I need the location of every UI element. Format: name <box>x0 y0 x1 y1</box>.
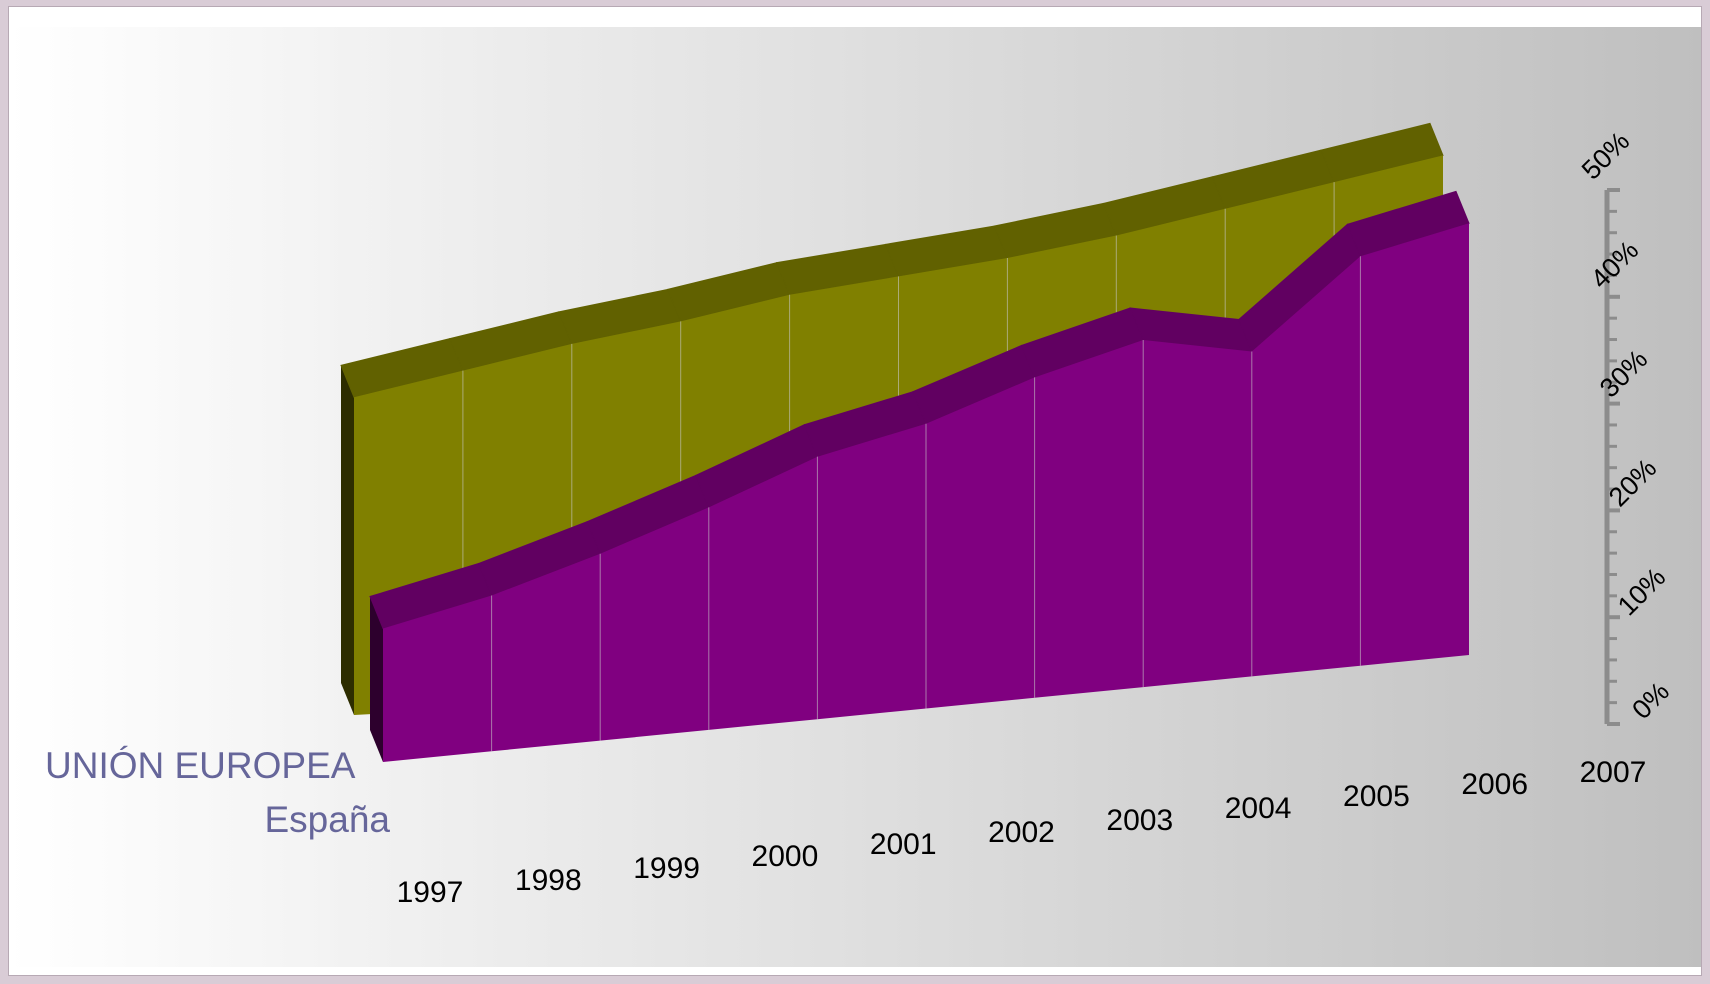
chart-svg: 0%10%20%30%40%50% 1997 1998 1999 2000 2001 20… <box>9 27 1701 967</box>
x-axis: 1997 1998 1999 2000 2001 2002 2003 2004 2005 2006… <box>397 756 1647 909</box>
x-tick-label-1998: 1998 <box>515 864 582 897</box>
x-tick-label-2004: 2004 <box>1225 792 1292 825</box>
series-label-union-europea: UNIÓN EUROPEA <box>45 745 356 786</box>
union-europea-ribbon-top-2006 <box>1320 122 1444 183</box>
x-tick-label-2007: 2007 <box>1580 756 1647 789</box>
series-label-espana: España <box>265 799 391 840</box>
x-tick-label-2000: 2000 <box>752 840 819 873</box>
x-tick-label-2006: 2006 <box>1461 768 1528 801</box>
chart-frame: 0% 10% 20% 30% 40% 50% 1997 1998 1999 2000 2001 20… <box>9 7 1701 975</box>
espana-ribbon-side-face <box>370 596 383 762</box>
x-tick-label-1999: 1999 <box>633 852 700 885</box>
x-tick-label-1997: 1997 <box>397 876 464 909</box>
x-tick-label-2005: 2005 <box>1343 780 1410 813</box>
series-labels: UNIÓN EUROPEA España <box>45 745 390 840</box>
series-front-ribbon <box>369 190 1470 763</box>
x-tick-label-2001: 2001 <box>870 828 937 861</box>
union-europea-ribbon-side-face <box>341 365 354 715</box>
x-tick-label-2002: 2002 <box>988 816 1055 849</box>
x-tick-label-2003: 2003 <box>1106 804 1173 837</box>
